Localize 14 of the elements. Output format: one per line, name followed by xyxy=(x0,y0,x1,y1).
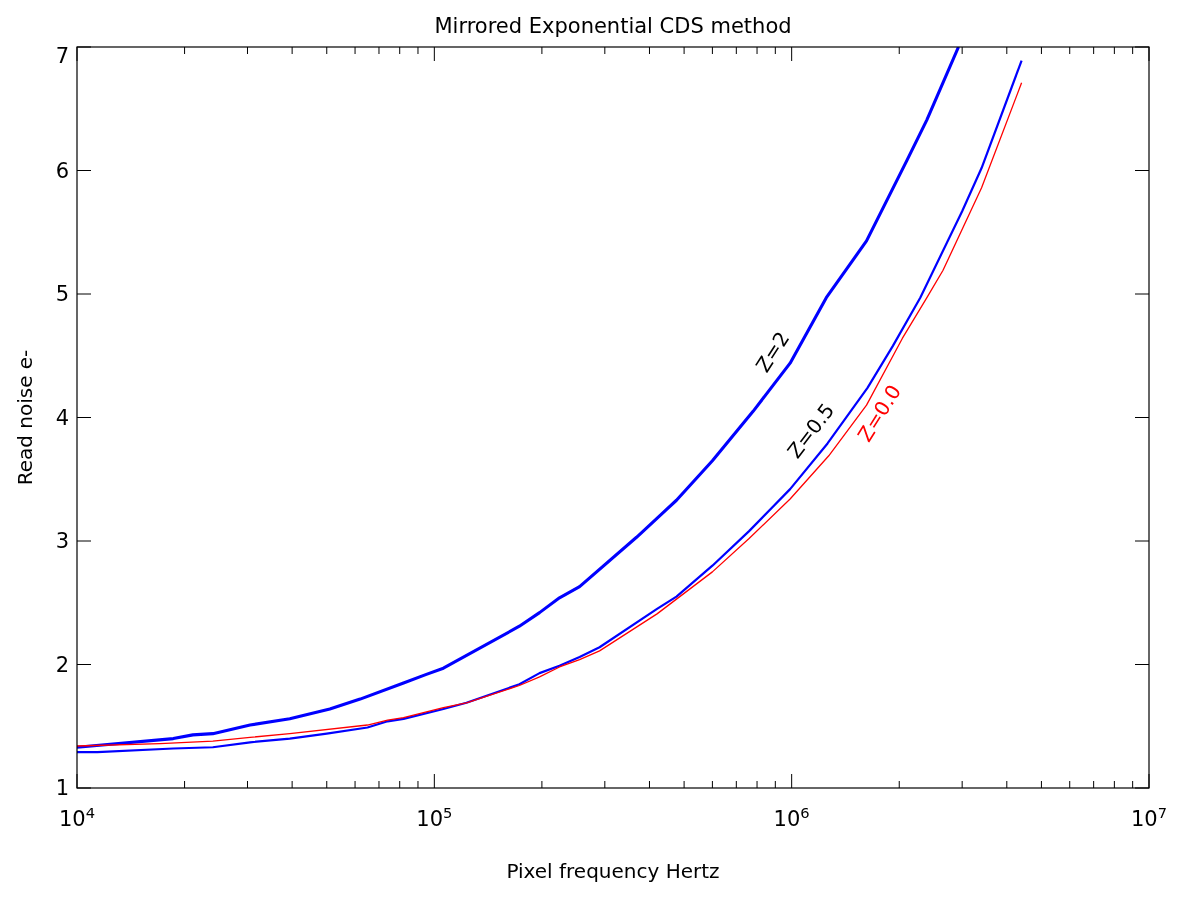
y-tick-label: 5 xyxy=(55,282,69,306)
y-tick-label: 6 xyxy=(55,158,69,183)
y-axis-title: Read noise e- xyxy=(13,349,37,486)
y-tick-label: 1 xyxy=(55,776,69,800)
y-tick-label: 7 xyxy=(55,44,69,68)
chart-title: Mirrored Exponential CDS method xyxy=(434,14,792,38)
x-tick-label: 10$^{6}$ xyxy=(773,803,810,831)
x-axis-title: Pixel frequency Hertz xyxy=(506,859,720,883)
y-tick-label: 3 xyxy=(55,529,69,553)
y-tick-label: 4 xyxy=(55,405,69,430)
x-tick-label: 10$^{5}$ xyxy=(416,803,453,831)
y-tick-label: 2 xyxy=(55,652,69,677)
x-tick-label: 10$^{7}$ xyxy=(1130,803,1168,831)
x-tick-label: 10$^{4}$ xyxy=(58,803,96,831)
